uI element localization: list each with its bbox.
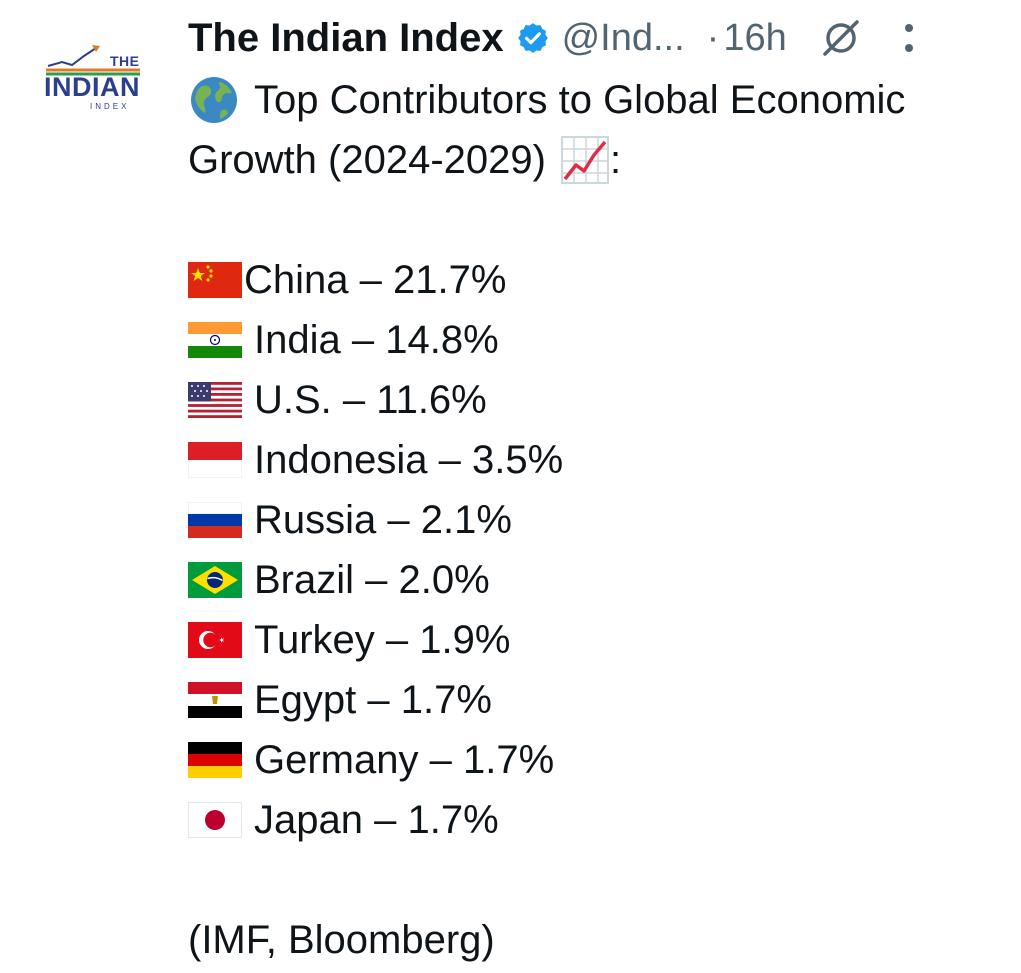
- china-flag-icon: [188, 262, 242, 298]
- post-time[interactable]: 16h: [723, 16, 787, 59]
- country-value: 1.7%: [407, 798, 499, 842]
- chart-increasing-emoji-icon: [560, 136, 609, 184]
- country-name: Brazil: [254, 558, 355, 602]
- tweet-title-text-2: Growth (2024-2029): [188, 138, 546, 182]
- country-value: 1.7%: [463, 738, 555, 782]
- country-value: 14.8%: [385, 318, 499, 362]
- russia-flag-icon: [188, 502, 242, 538]
- egypt-flag-icon: [188, 682, 242, 718]
- tweet-title-line-2: Growth (2024-2029) :: [188, 130, 1018, 190]
- usa-flag-icon: [188, 382, 242, 418]
- list-item-china: China – 21.7%: [188, 250, 1018, 310]
- india-flag-icon: [188, 322, 242, 358]
- account-handle[interactable]: @Ind...: [561, 16, 685, 59]
- list-item-india: India – 14.8%: [188, 310, 1018, 370]
- list-item-egypt: Egypt – 1.7%: [188, 670, 1018, 730]
- account-name[interactable]: The Indian Index: [188, 15, 504, 60]
- verified-badge-icon: [517, 23, 548, 53]
- germany-flag-icon: [188, 742, 242, 778]
- logo-text-indian: INDIAN: [44, 72, 140, 102]
- country-value: 2.0%: [398, 558, 490, 602]
- dash: –: [367, 678, 390, 722]
- turkey-flag-icon: [188, 622, 242, 658]
- list-item-indonesia: Indonesia – 3.5%: [188, 430, 1018, 490]
- country-value: 3.5%: [471, 438, 564, 482]
- indonesia-flag-icon: [188, 442, 242, 478]
- brazil-flag-icon: [188, 562, 242, 598]
- dash: –: [374, 798, 397, 842]
- dash: –: [429, 738, 452, 782]
- country-name: Japan: [254, 798, 363, 842]
- tweet-source: (IMF, Bloomberg): [188, 910, 1018, 970]
- logo-chart-icon: [46, 45, 140, 76]
- japan-flag-icon: [188, 802, 242, 838]
- separator-dot: ·: [706, 16, 720, 59]
- country-name: China: [244, 258, 349, 302]
- country-name: Indonesia: [254, 438, 428, 482]
- tweet-title-line-1: Top Contributors to Global Economic: [188, 70, 1018, 130]
- country-value: 2.1%: [420, 498, 512, 542]
- tweet-title-text-1: Top Contributors to Global Economic: [254, 78, 906, 122]
- country-value: 1.7%: [400, 678, 492, 722]
- list-item-brazil: Brazil – 2.0%: [188, 550, 1018, 610]
- country-value: 1.9%: [419, 618, 511, 662]
- country-name: Germany: [254, 738, 419, 782]
- dash: –: [385, 618, 409, 662]
- country-name: U.S.: [254, 378, 332, 422]
- dash: –: [351, 318, 375, 362]
- dash: –: [359, 258, 382, 302]
- tweet-header: The Indian Index @Ind... · 16h: [188, 12, 1021, 64]
- tweet-title-colon: :: [609, 138, 622, 182]
- country-name: India: [254, 318, 341, 362]
- country-value: 21.7%: [393, 258, 507, 302]
- list-item-japan: Japan – 1.7%: [188, 790, 1018, 850]
- more-options-icon[interactable]: [893, 18, 913, 58]
- country-name: Russia: [254, 498, 377, 542]
- country-name: Egypt: [254, 678, 357, 722]
- dash: –: [342, 378, 366, 422]
- logo-text-the: THE: [110, 53, 140, 69]
- blank-line: [188, 850, 1018, 910]
- source-text: (IMF, Bloomberg): [188, 918, 495, 962]
- list-item-germany: Germany – 1.7%: [188, 730, 1018, 790]
- list-item-russia: Russia – 2.1%: [188, 490, 1018, 550]
- globe-emoji-icon: [191, 77, 237, 123]
- dash: –: [387, 498, 410, 542]
- blank-line: [188, 190, 1018, 250]
- tweet-text: Top Contributors to Global Economic Grow…: [188, 70, 1018, 970]
- dash: –: [438, 438, 461, 482]
- dash: –: [365, 558, 388, 602]
- list-item-turkey: Turkey – 1.9%: [188, 610, 1018, 670]
- logo-text-index: INDEX: [90, 102, 130, 111]
- avatar[interactable]: THE INDIAN INDEX: [40, 40, 148, 116]
- grok-icon[interactable]: [817, 14, 865, 62]
- list-item-usa: U.S. – 11.6%: [188, 370, 1018, 430]
- country-value: 11.6%: [376, 378, 487, 422]
- country-name: Turkey: [254, 618, 375, 662]
